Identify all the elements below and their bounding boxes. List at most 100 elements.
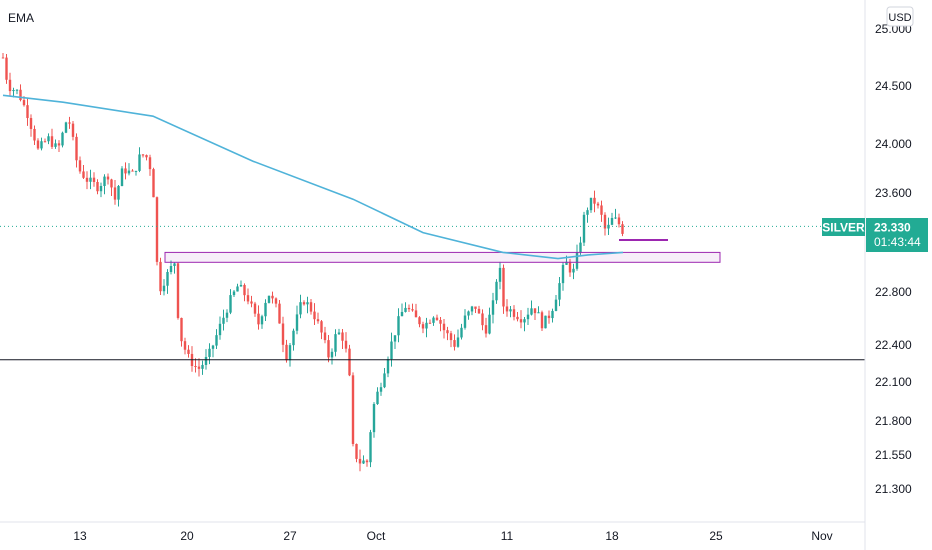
candle-body [621, 224, 624, 234]
candle-body [337, 332, 341, 335]
candle-body [498, 267, 502, 282]
candle-body [26, 105, 29, 119]
candle-body [561, 264, 565, 284]
candle-body [460, 327, 463, 338]
candle-body [372, 404, 376, 433]
candle-body [173, 263, 176, 266]
supply-zone[interactable] [164, 251, 721, 263]
candle-body [302, 302, 306, 305]
candle-body [323, 332, 327, 341]
candle-body [197, 366, 201, 369]
candle-body [1, 57, 5, 59]
candle-body [208, 348, 211, 357]
price-badge-bg [866, 218, 928, 252]
symbol-name: SILVER [822, 221, 865, 235]
candle-body [169, 265, 173, 273]
candle-body [166, 272, 169, 286]
candle-body [215, 335, 218, 346]
candle-body [71, 123, 75, 137]
x-tick-label: Oct [367, 529, 386, 543]
candle-body [22, 100, 26, 106]
candle-body [264, 302, 267, 317]
candle-body [449, 333, 453, 341]
candle-body [351, 375, 355, 444]
candle-body [274, 298, 278, 304]
candle-body [33, 128, 36, 141]
candle-body [36, 140, 40, 149]
x-tick-label: Nov [811, 529, 832, 543]
candle-body [138, 154, 141, 171]
candle-body [117, 186, 120, 200]
candle-body [232, 291, 236, 296]
candle-body [306, 302, 309, 305]
candle-body [236, 286, 239, 292]
x-tick-label: 20 [180, 529, 194, 543]
candle-body [586, 210, 589, 215]
x-tick-label: 13 [73, 529, 87, 543]
candle-body [582, 214, 586, 243]
candle-body [589, 197, 593, 211]
candle-body [124, 168, 127, 174]
candle-body [29, 118, 33, 129]
y-tick-label: 21.300 [875, 482, 912, 496]
candle-body [201, 364, 204, 369]
currency-label[interactable]: USD [886, 6, 914, 27]
candle-body [495, 281, 498, 301]
y-tick-label: 24.000 [875, 137, 912, 151]
candle-body [50, 136, 54, 147]
chart-overlays [0, 94, 865, 361]
candle-body [103, 176, 106, 186]
candle-body [407, 307, 411, 310]
candle-body [120, 168, 124, 187]
candle-body [365, 460, 369, 463]
candle-body [393, 335, 397, 342]
candle-body [600, 205, 603, 215]
candle-body [281, 323, 285, 345]
candle-body [537, 312, 540, 314]
candle-body [47, 136, 50, 142]
candle-body [15, 89, 19, 91]
candle-body [127, 170, 131, 174]
candle-body [579, 242, 582, 253]
candle-body [463, 315, 467, 328]
x-tick-label: 25 [709, 529, 723, 543]
candle-body [379, 387, 383, 392]
candle-body [260, 316, 264, 325]
candle-body [432, 317, 435, 323]
candle-body [187, 349, 190, 354]
candle-body [145, 155, 148, 158]
candle-body [82, 171, 85, 178]
candle-body [355, 443, 358, 459]
candle-body [225, 312, 229, 318]
candle-body [162, 285, 166, 292]
candle-body [530, 308, 533, 315]
candle-body [411, 309, 414, 311]
candle-body [558, 283, 561, 300]
candle-body [425, 322, 428, 329]
candle-body [446, 330, 449, 334]
candle-body [551, 310, 554, 319]
indicator-title[interactable]: EMA [8, 11, 34, 25]
y-tick-label: 23.600 [875, 186, 912, 200]
candle-body [78, 160, 82, 172]
candle-body [477, 308, 481, 314]
candle-body [299, 302, 302, 315]
candle-body [148, 157, 152, 170]
candle-body [617, 217, 621, 225]
candle-body [341, 332, 344, 341]
candle-body [330, 351, 334, 358]
candle-body [404, 307, 407, 312]
candle-body [383, 373, 386, 388]
x-tick-label: 18 [605, 529, 619, 543]
candle-body [554, 299, 558, 311]
candle-body [467, 311, 470, 316]
currency-text: USD [888, 12, 911, 24]
candle-body [400, 311, 404, 317]
candle-body [204, 356, 208, 365]
x-tick-label: 27 [283, 529, 297, 543]
candle-body [386, 359, 390, 374]
candle-body [211, 345, 215, 349]
candle-body [523, 319, 526, 323]
candle-body [344, 340, 348, 349]
